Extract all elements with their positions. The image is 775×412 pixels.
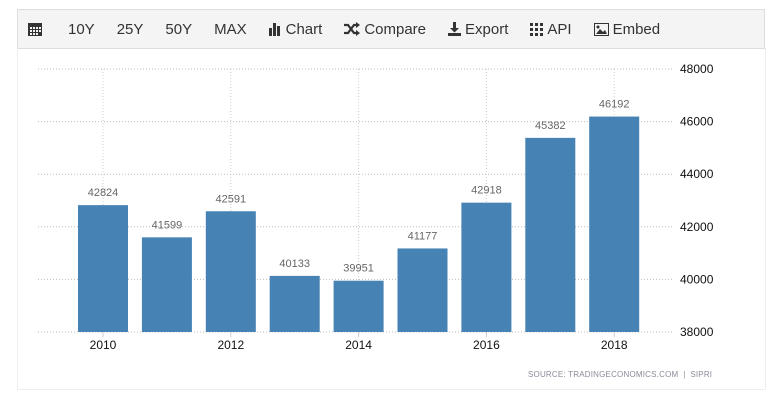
- bar-2015[interactable]: [397, 248, 448, 332]
- label: Compare: [364, 20, 427, 38]
- source-note: SOURCE: TRADINGECONOMICS.COM | SIPRI: [528, 370, 713, 379]
- label: Chart: [285, 20, 323, 38]
- y-tick-label: 38000: [680, 325, 714, 339]
- range-25y-button[interactable]: 25Y: [117, 21, 144, 38]
- bar-2014[interactable]: [333, 280, 384, 332]
- x-tick-label: 2014: [345, 338, 372, 352]
- y-tick-label: 48000: [680, 62, 714, 76]
- x-tick-label: 2016: [473, 338, 500, 352]
- bar-2011[interactable]: [141, 237, 192, 332]
- bar-2017[interactable]: [525, 137, 576, 332]
- data-label: 40133: [279, 258, 310, 270]
- image-icon: [593, 22, 609, 36]
- data-label: 46192: [599, 99, 630, 111]
- bar-chart-icon: [268, 23, 280, 36]
- data-label: 41599: [152, 219, 183, 231]
- shuffle-icon: [344, 22, 361, 36]
- y-tick-label: 44000: [680, 167, 714, 181]
- label: MAX: [214, 20, 247, 38]
- calendar-icon: [28, 23, 42, 36]
- range-10y-button[interactable]: 10Y: [68, 21, 95, 38]
- data-label: 45382: [535, 120, 566, 132]
- y-tick-label: 46000: [680, 115, 714, 129]
- bar-2012[interactable]: [205, 211, 256, 332]
- bar-2018[interactable]: [589, 116, 640, 332]
- data-label: 42591: [216, 193, 247, 205]
- embed-button[interactable]: Embed: [593, 20, 661, 38]
- label: API: [547, 20, 572, 38]
- data-label: 42918: [471, 185, 502, 197]
- export-button[interactable]: Export: [448, 21, 508, 38]
- range-max-button[interactable]: MAX: [214, 21, 247, 38]
- toolbar: 10Y 25Y 50Y MAX Chart Compare Export API…: [17, 9, 765, 49]
- chart-panel: [17, 48, 766, 390]
- label: 50Y: [165, 20, 193, 38]
- bar-2013[interactable]: [269, 275, 320, 332]
- bar-2016[interactable]: [461, 202, 512, 332]
- x-tick-label: 2018: [601, 338, 628, 352]
- calendar-button[interactable]: [28, 22, 46, 36]
- label: 10Y: [68, 20, 95, 38]
- label: Export: [465, 20, 509, 38]
- y-tick-label: 40000: [680, 272, 714, 286]
- bar-2010[interactable]: [78, 205, 128, 332]
- compare-button[interactable]: Compare: [344, 21, 426, 38]
- x-tick-label: 2010: [90, 338, 117, 352]
- label: Embed: [612, 20, 661, 38]
- data-label: 41177: [408, 230, 438, 242]
- y-tick-label: 42000: [680, 220, 714, 234]
- label: 25Y: [116, 20, 144, 38]
- download-icon: [448, 22, 462, 36]
- x-tick-label: 2012: [217, 338, 244, 352]
- chart-button[interactable]: Chart: [268, 20, 323, 38]
- range-50y-button[interactable]: 50Y: [165, 21, 192, 38]
- grid-icon: [530, 22, 544, 36]
- api-button[interactable]: API: [530, 20, 572, 38]
- data-label: 39951: [343, 263, 374, 275]
- data-label: 42824: [88, 187, 119, 199]
